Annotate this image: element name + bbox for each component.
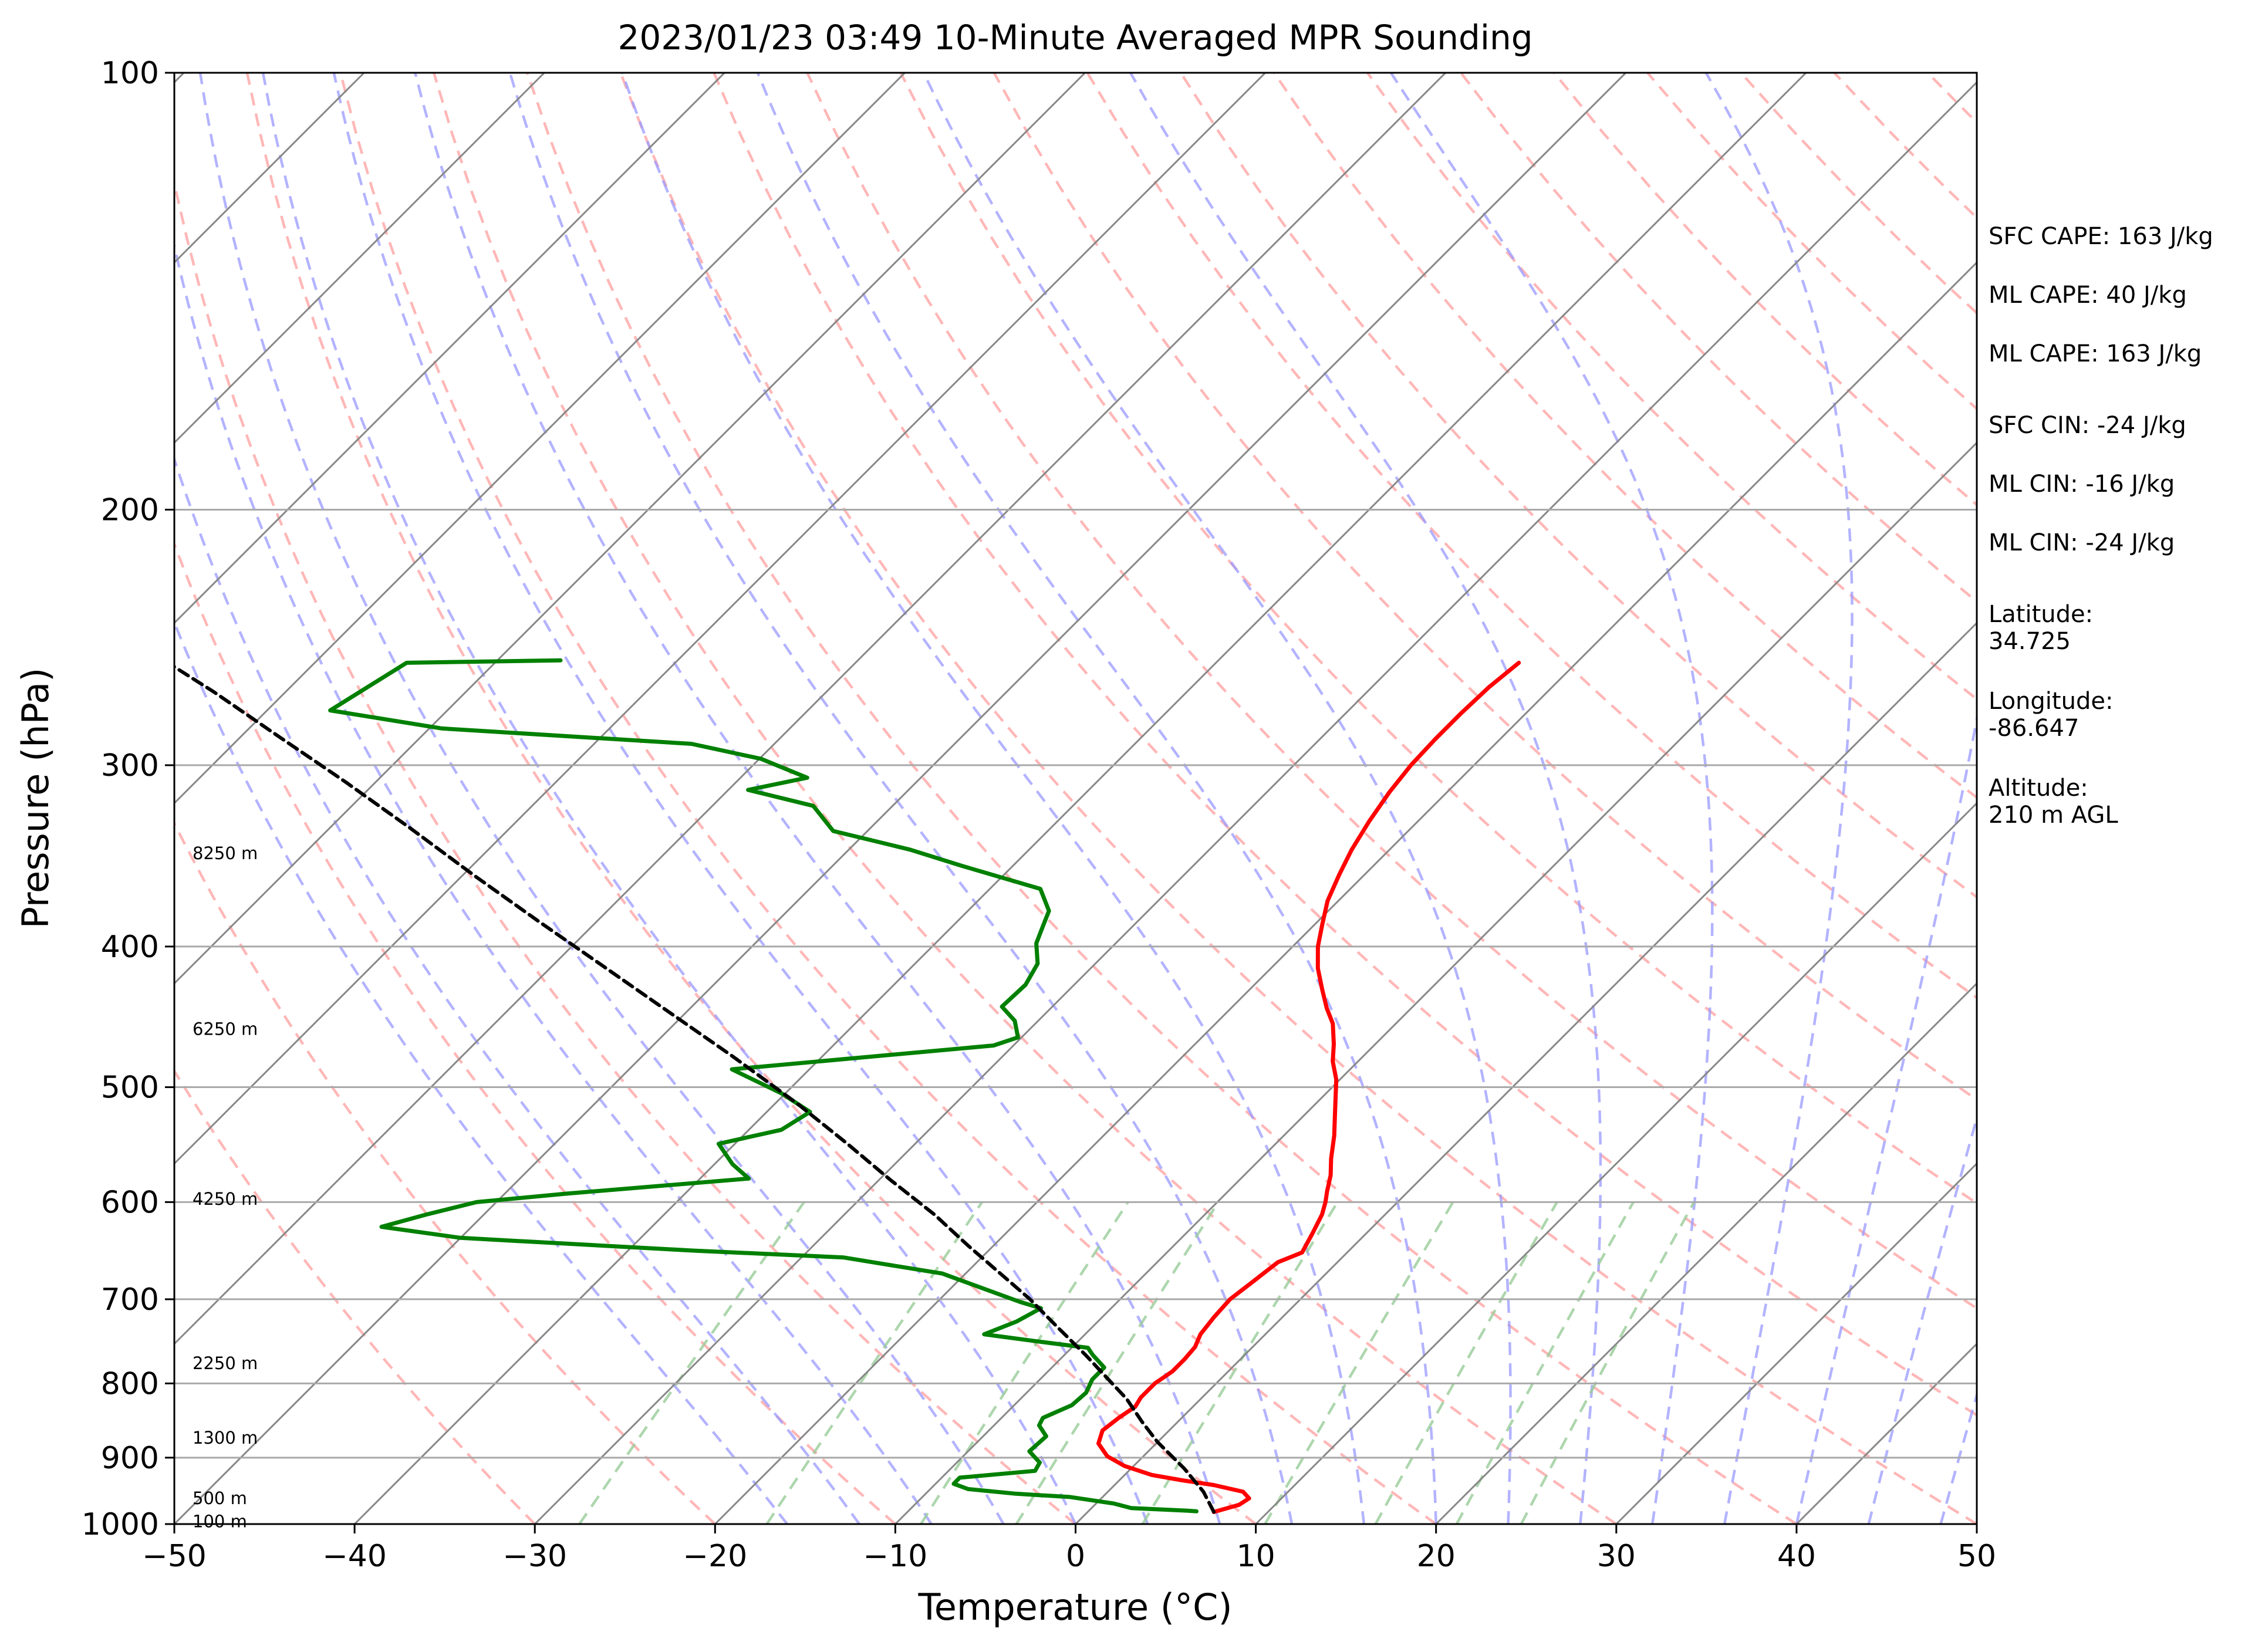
longitude-label: Longitude:	[1989, 688, 2113, 715]
dry-adiabat-line	[2207, 73, 2255, 1524]
plot-background	[174, 73, 1977, 1524]
height-label: 2250 m	[193, 1353, 258, 1373]
height-label: 8250 m	[193, 843, 258, 863]
longitude-value: -86.647	[1989, 715, 2079, 742]
y-tick-label: 600	[101, 1185, 159, 1220]
y-axis-label: Pressure (hPa)	[14, 668, 57, 929]
altitude-value: 210 m AGL	[1989, 802, 2118, 829]
x-tick-label: 20	[1417, 1539, 1456, 1574]
ml-cape-text: ML CAPE: 40 J/kg	[1989, 282, 2187, 309]
y-tick-label: 200	[101, 492, 159, 528]
x-tick-label: −30	[502, 1539, 567, 1574]
height-label: 500 m	[193, 1488, 247, 1508]
ml-cape-text-2: ML CAPE: 163 J/kg	[1989, 340, 2202, 367]
y-tick-label: 300	[101, 748, 159, 783]
x-tick-label: 40	[1777, 1539, 1816, 1574]
y-tick-label: 900	[101, 1441, 159, 1476]
y-tick-label: 500	[101, 1070, 159, 1106]
info-panel: SFC CAPE: 163 J/kg ML CAPE: 40 J/kg ML C…	[1989, 223, 2213, 829]
sfc-cin-text: SFC CIN: -24 J/kg	[1989, 412, 2186, 439]
x-tick-label: −40	[322, 1539, 387, 1574]
x-tick-label: 30	[1597, 1539, 1636, 1574]
altitude-label: Altitude:	[1989, 775, 2088, 802]
chart-title: 2023/01/23 03:49 10-Minute Averaged MPR …	[617, 18, 1532, 58]
ml-cin-text: ML CIN: -16 J/kg	[1989, 471, 2175, 498]
x-tick-label: −20	[683, 1539, 747, 1574]
y-tick-label: 400	[101, 930, 159, 965]
y-tick-label: 1000	[82, 1507, 159, 1542]
x-tick-label: 50	[1957, 1539, 1996, 1574]
x-tick-label: 10	[1237, 1539, 1275, 1574]
x-tick-label: −50	[142, 1539, 207, 1574]
y-tick-label: 100	[101, 56, 159, 91]
ml-cin-text-2: ML CIN: -24 J/kg	[1989, 529, 2175, 556]
latitude-label: Latitude:	[1989, 601, 2093, 628]
x-tick-label: −10	[863, 1539, 928, 1574]
y-tick-label: 700	[101, 1282, 159, 1317]
height-label: 6250 m	[193, 1019, 258, 1039]
x-axis-label: Temperature (°C)	[917, 1586, 1232, 1629]
x-tick-label: 0	[1066, 1539, 1085, 1574]
isotherm-line	[0, 73, 4, 1524]
y-tick-label: 800	[101, 1366, 159, 1401]
sfc-cape-text: SFC CAPE: 163 J/kg	[1989, 223, 2213, 250]
height-label: 1300 m	[193, 1428, 258, 1448]
height-label: 4250 m	[193, 1189, 258, 1209]
height-label: 100 m	[193, 1512, 247, 1532]
latitude-value: 34.725	[1989, 628, 2071, 655]
